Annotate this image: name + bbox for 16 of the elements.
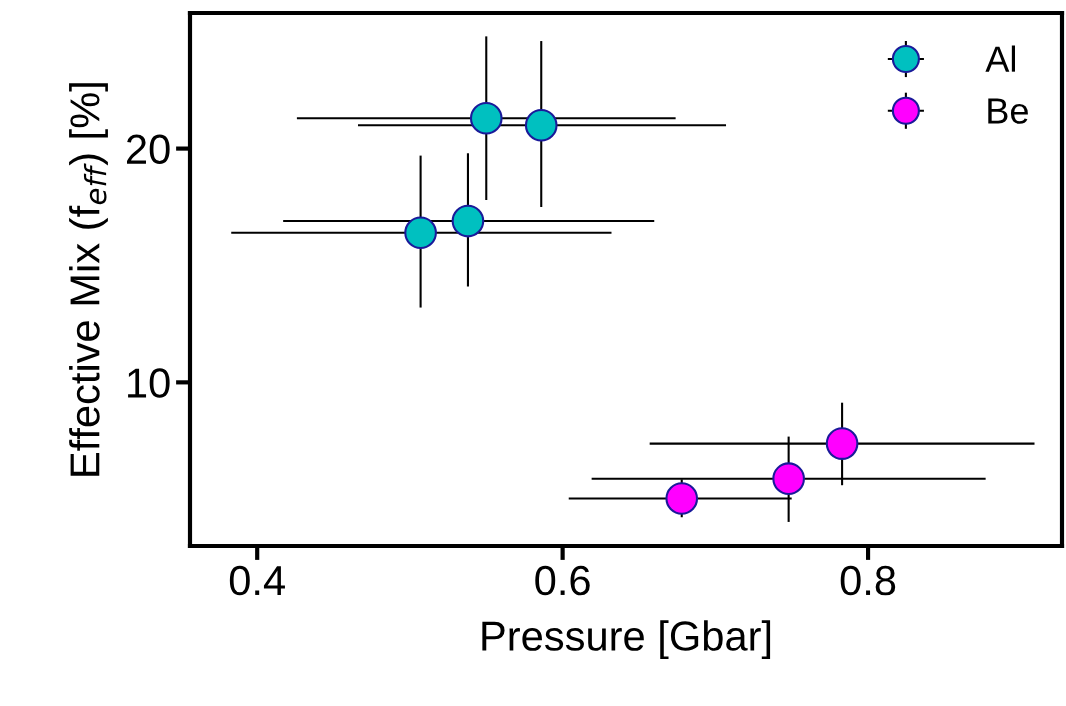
point [825,427,859,460]
legend-label: Be [988,98,1028,124]
x-tick-label: 0.4 [229,565,285,596]
point [404,216,437,250]
point [451,204,485,238]
legend-label: Al [985,45,1016,72]
point [665,482,699,515]
x-tick-label: 0.8 [840,565,896,596]
x-axis-title: Pressure [Gbar] [482,620,771,660]
point [469,101,503,135]
y-axis-title: Effective Mix (f$_{eff}$) [%] [69,83,108,476]
point [524,108,558,142]
y-tick-label: 10 [128,368,170,398]
point [772,462,805,495]
x-tick-label: 0.6 [535,565,590,596]
y-tick-label: 20 [127,134,170,165]
